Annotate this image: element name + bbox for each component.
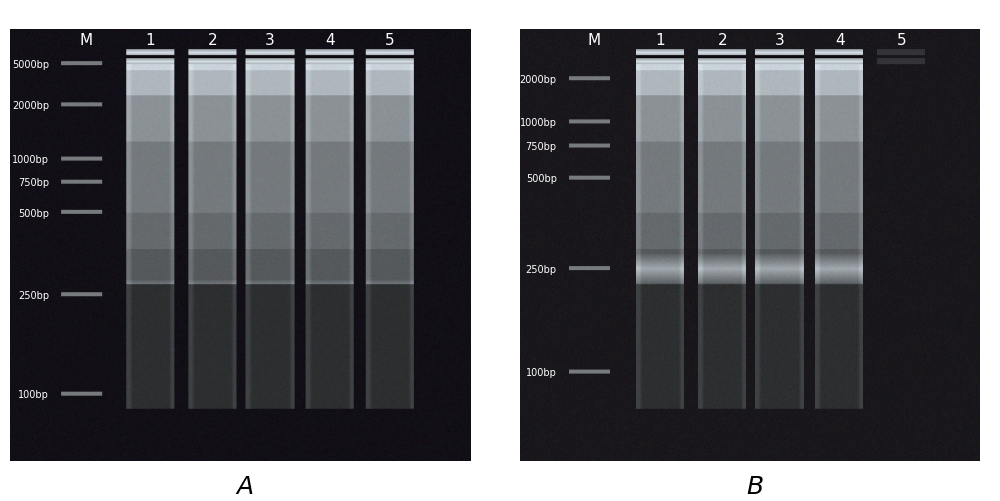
Text: 3: 3: [265, 34, 275, 48]
Text: 4: 4: [835, 34, 845, 48]
Text: 750bp: 750bp: [18, 178, 49, 188]
Text: 5: 5: [385, 34, 394, 48]
Text: A: A: [236, 474, 254, 498]
Text: 5000bp: 5000bp: [12, 60, 49, 70]
Text: 5: 5: [897, 34, 907, 48]
Text: 1000bp: 1000bp: [520, 118, 557, 128]
Text: 1: 1: [655, 34, 665, 48]
Text: 250bp: 250bp: [18, 290, 49, 300]
Text: 2000bp: 2000bp: [520, 75, 557, 85]
Text: 100bp: 100bp: [526, 368, 557, 378]
Text: 2: 2: [208, 34, 217, 48]
Text: 500bp: 500bp: [18, 208, 49, 218]
Text: M: M: [79, 34, 92, 48]
Text: 2: 2: [718, 34, 727, 48]
Text: 1: 1: [145, 34, 155, 48]
Text: 4: 4: [325, 34, 335, 48]
Text: B: B: [746, 474, 764, 498]
Text: 750bp: 750bp: [526, 141, 557, 151]
Text: M: M: [587, 34, 600, 48]
Text: 1000bp: 1000bp: [12, 154, 49, 164]
Text: 100bp: 100bp: [18, 389, 49, 399]
Text: 2000bp: 2000bp: [12, 101, 49, 110]
Text: 3: 3: [775, 34, 785, 48]
Text: 250bp: 250bp: [526, 264, 557, 274]
Text: 500bp: 500bp: [526, 174, 557, 184]
